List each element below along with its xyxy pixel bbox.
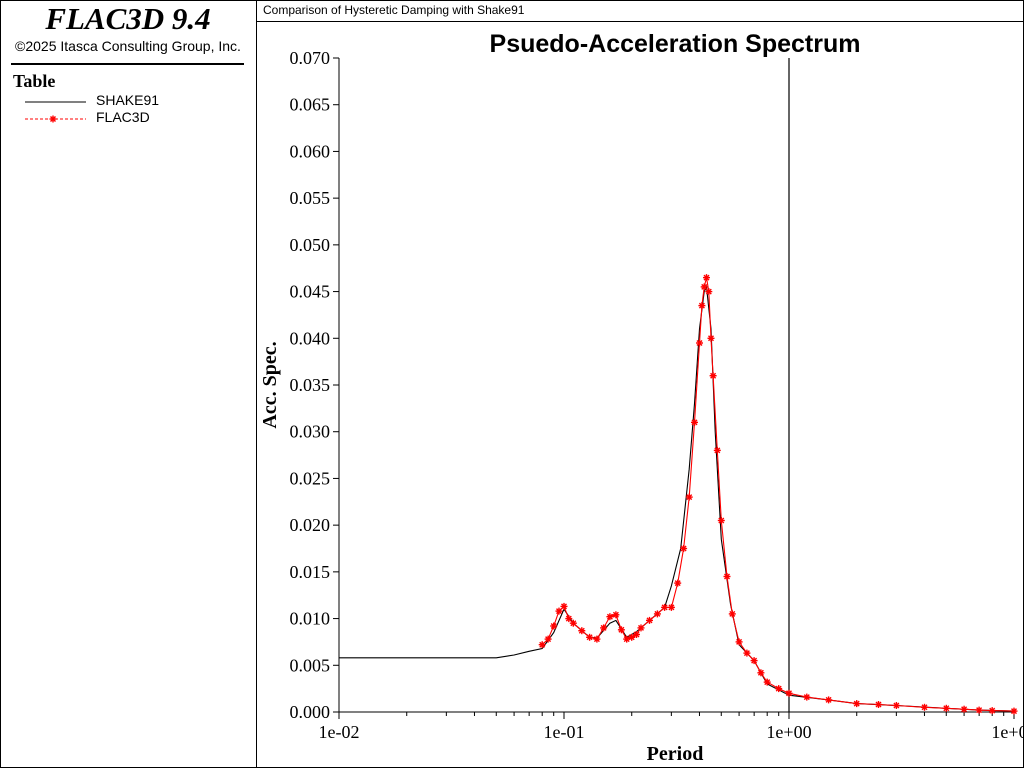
plot-header-text: Comparison of Hysteretic Damping with Sh… [263,3,525,17]
data-point-flac3d [653,610,661,618]
data-point-flac3d [723,573,731,580]
data-point-flac3d [1010,707,1018,715]
y-tick-label-9: 0.045 [290,282,331,302]
data-point-flac3d [600,624,608,632]
data-point-flac3d [717,517,725,524]
panel-divider [256,0,257,768]
legend-swatches [25,101,86,123]
data-point-flac3d [698,302,706,310]
data-point-flac3d [942,704,950,712]
data-point-flac3d [825,696,833,704]
y-tick-label-8: 0.040 [290,328,331,348]
data-point-flac3d [707,334,715,342]
app-title: FLAC3D 9.4 [45,1,211,36]
data-point-flac3d [743,649,751,657]
series-line-shake91 [339,284,1015,712]
y-axis-title: Acc. Spec. [259,341,281,428]
data-point-flac3d [700,283,708,291]
data-point-flac3d [757,669,765,677]
data-point-flac3d [612,611,620,619]
y-tick-label-12: 0.060 [290,141,331,161]
data-point-flac3d [674,579,682,587]
data-point-flac3d [569,619,577,627]
data-point-flac3d [633,631,640,638]
x-tick-label-0: 1e-02 [319,722,360,742]
data-point-flac3d [565,615,573,623]
legend-panel: FLAC3D 9.4 ©2025 Itasca Consulting Group… [0,0,256,768]
y-tick-label-3: 0.015 [290,562,331,582]
series-line-flac3d [541,277,1015,712]
data-point-flac3d [875,701,882,708]
x-tick-label-2: 1e+00 [766,722,811,742]
data-point-flac3d [696,339,703,347]
legend-star-marker-icon [49,115,57,123]
data-point-flac3d [646,616,653,624]
data-point-flac3d [685,493,693,501]
legend-label-flac3d: FLAC3D [96,109,150,125]
data-point-flac3d [593,635,601,643]
plot-header: Comparison of Hysteretic Damping with Sh… [257,0,1023,22]
y-tick-label-1: 0.005 [290,655,331,675]
data-point-flac3d [750,657,758,665]
x-tick-label-1: 1e-01 [544,722,585,742]
y-tick-label-11: 0.055 [290,188,331,208]
data-point-flac3d [975,706,983,714]
x-tick-label-3: 1e+01 [991,722,1024,742]
plot-area: 0.000 0.005 0.010 0.015 0.020 0.025 0.030 0.035… [290,48,1024,742]
legend-divider [11,63,244,65]
data-point-flac3d [550,622,558,630]
data-point-flac3d [628,633,636,641]
copyright-text: ©2025 Itasca Consulting Group, Inc. [15,38,241,54]
y-tick-label-6: 0.030 [290,422,331,442]
legend-heading: Table [13,71,56,91]
data-point-flac3d [960,705,968,713]
data-point-flac3d [892,702,900,709]
data-point-flac3d [606,613,614,621]
data-point-flac3d [578,627,586,635]
data-point-flac3d [763,678,771,686]
data-point-flac3d [853,700,861,708]
data-point-flac3d [728,610,736,618]
y-tick-label-5: 0.025 [290,468,331,488]
x-axis-title: Period [647,743,704,765]
data-point-flac3d [709,372,717,380]
y-tick-label-7: 0.035 [290,375,331,395]
y-tick-label-2: 0.010 [290,609,331,629]
legend-label-shake91: SHAKE91 [96,92,160,108]
data-point-flac3d [803,693,811,701]
data-point-flac3d [680,545,688,552]
data-point-flac3d [921,703,928,711]
data-point-flac3d [667,603,675,611]
data-point-flac3d [538,641,546,649]
data-point-flac3d [617,626,625,634]
data-point-flac3d [988,707,996,715]
y-tick-label-13: 0.065 [290,95,331,115]
y-tick-label-14: 0.070 [290,48,331,68]
data-point-flac3d [705,288,713,296]
data-point-flac3d [775,685,783,693]
chart-title: Psuedo-Acceleration Spectrum [490,30,861,58]
y-tick-label-4: 0.020 [290,515,331,535]
data-point-flac3d [713,446,721,454]
data-point-flac3d [661,603,669,611]
data-point-flac3d [703,274,710,282]
data-point-flac3d [637,624,645,632]
data-point-flac3d [555,607,563,615]
data-point-flac3d [735,638,743,646]
data-point-flac3d [586,633,594,641]
data-point-flac3d [785,689,793,697]
data-point-flac3d [560,602,568,610]
y-tick-label-0: 0.000 [290,702,331,722]
data-point-flac3d [544,635,552,643]
data-point-flac3d [691,418,698,426]
y-tick-label-10: 0.050 [290,235,331,255]
